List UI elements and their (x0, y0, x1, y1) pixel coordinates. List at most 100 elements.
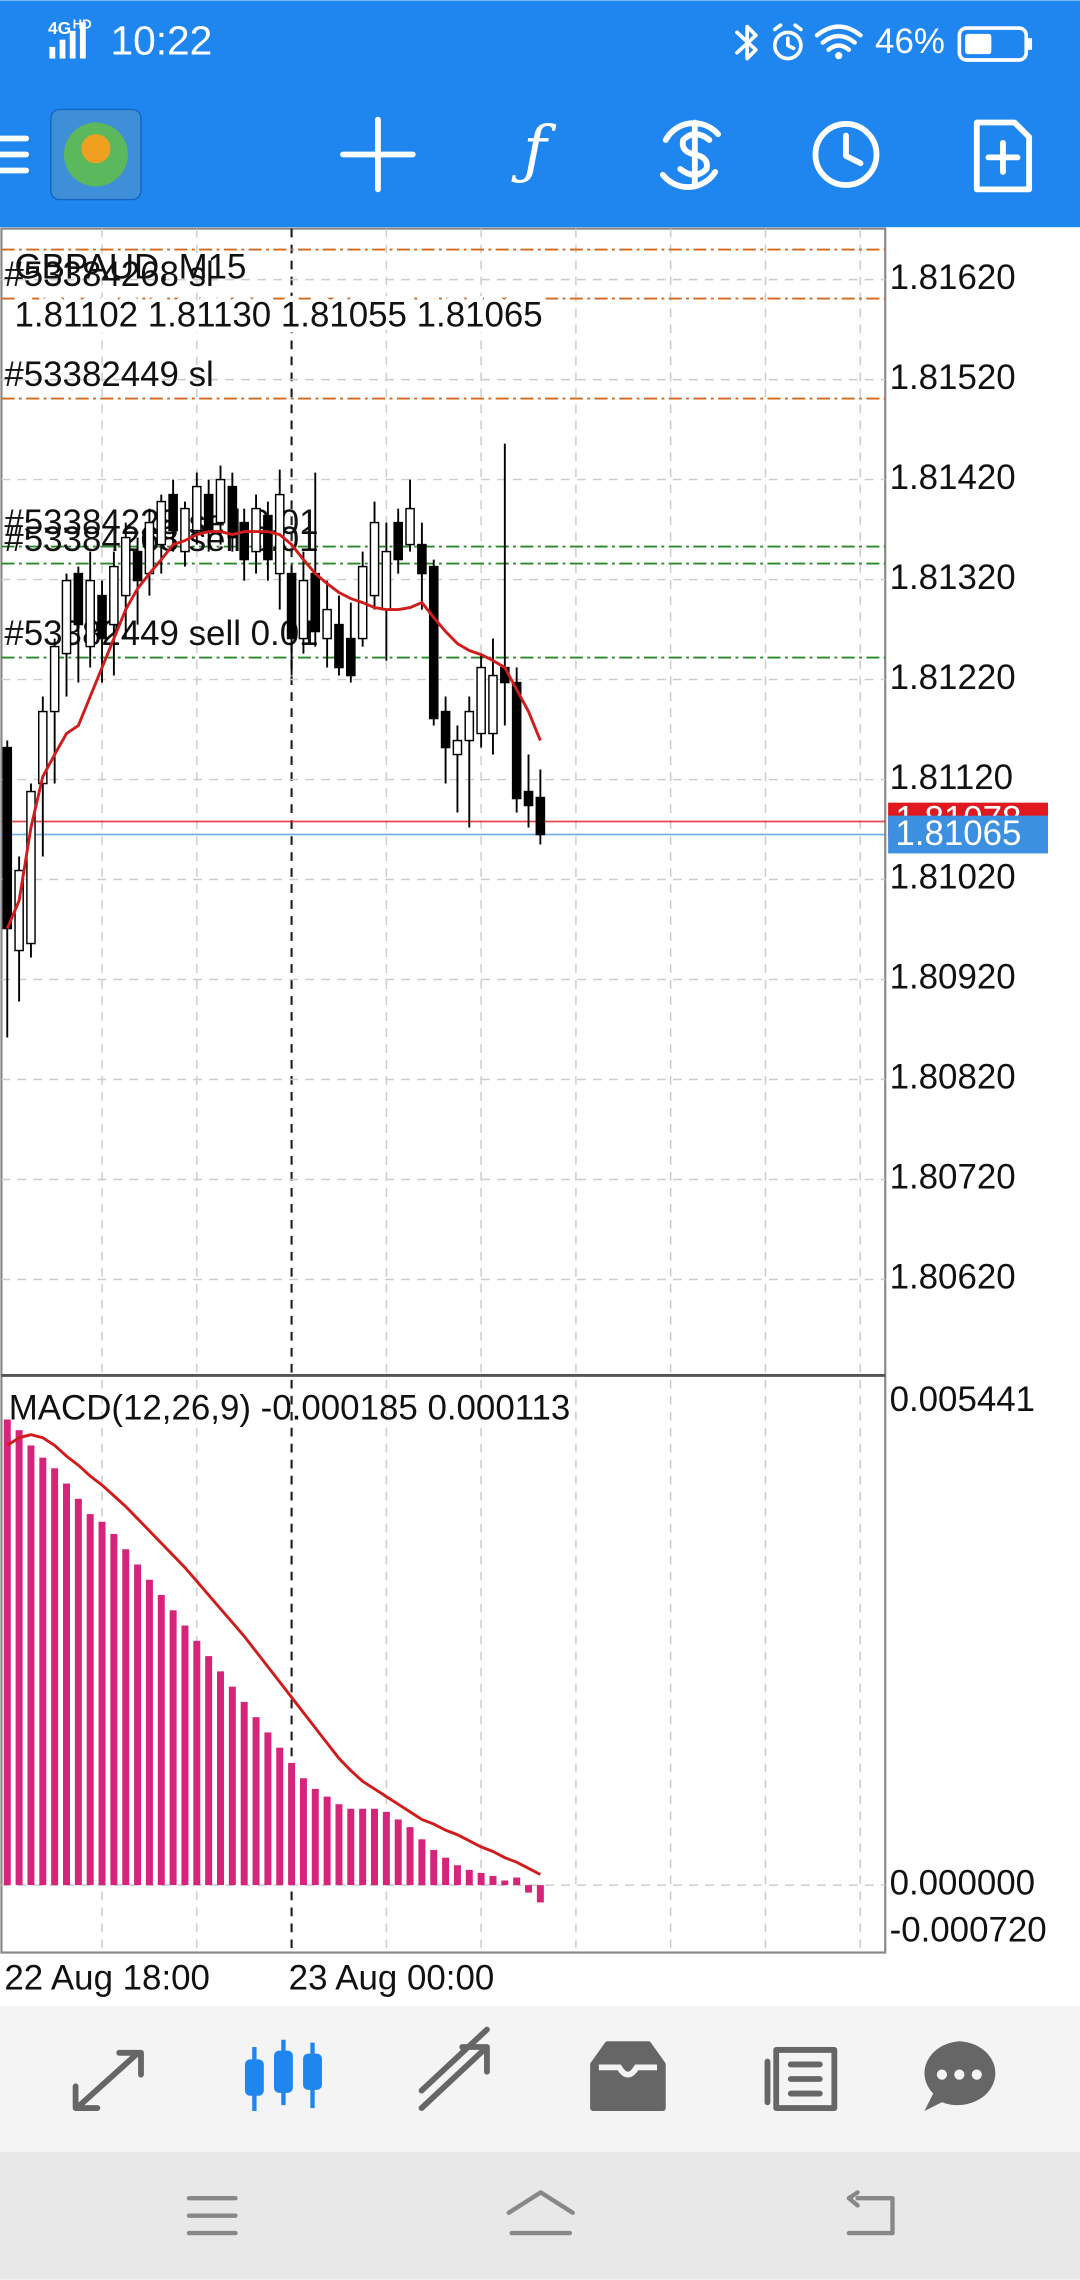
candle-body (535, 796, 546, 836)
candle-body (393, 521, 404, 561)
macd-bar (347, 1808, 355, 1886)
candle-body (26, 790, 36, 945)
header-bg (0, 0, 1080, 228)
crosshair-button[interactable] (340, 116, 416, 193)
trade-tab[interactable] (418, 2026, 490, 2111)
macd-bar (394, 1819, 402, 1886)
quotes-tab[interactable] (72, 2049, 144, 2111)
candle-body (405, 507, 415, 546)
menu-button[interactable] (0, 135, 30, 174)
clock-hands (843, 132, 864, 167)
chart-title: GBPAUD, M15 (15, 248, 247, 287)
candle-body (109, 565, 119, 626)
chat-dot (936, 2069, 947, 2080)
trade-button[interactable] (659, 119, 721, 190)
candle-body (132, 550, 143, 582)
macd-bar (299, 1778, 307, 1886)
network-type: 4G (48, 18, 71, 38)
macd-bar (134, 1564, 142, 1886)
macd-bar (264, 1732, 272, 1886)
history-tab-inner (598, 2064, 658, 2078)
macd-bar (217, 1671, 224, 1886)
candle-body (227, 485, 238, 539)
candle-body (523, 790, 534, 807)
y-tick-label: 1.80820 (890, 1058, 1016, 1097)
bottom-nav (72, 2026, 996, 2111)
chart-tab[interactable] (244, 2039, 322, 2111)
macd-bar (323, 1796, 331, 1886)
candle-body (85, 579, 95, 648)
candle-body (286, 572, 297, 640)
candle-body (381, 550, 392, 611)
candle-body (180, 507, 190, 553)
candle-body (144, 521, 155, 575)
moving-average (5, 530, 542, 930)
macd-bar (51, 1468, 59, 1886)
macd-bar (27, 1445, 35, 1886)
candle-body (251, 507, 261, 553)
macd-bar (536, 1885, 544, 1903)
macd-bar (465, 1869, 473, 1886)
candle-body (428, 565, 439, 720)
system-nav-bg (0, 2151, 1080, 2280)
candle-body (417, 543, 427, 575)
candle-body (168, 493, 178, 532)
candle-body (120, 536, 131, 597)
recents-button[interactable] (186, 2196, 238, 2236)
macd-bar (157, 1595, 165, 1886)
bid-label: 1.81065 (895, 814, 1021, 853)
macd-bar (418, 1839, 426, 1886)
candle-body (215, 478, 226, 524)
candle-body (511, 681, 522, 800)
y-tick-label: -0.000720 (890, 1910, 1047, 1949)
macd-bar (15, 1430, 23, 1886)
status-bar: 4G HD 10:22 46% (48, 17, 1033, 64)
macd-bar (442, 1857, 450, 1886)
y-tick-label: 1.80620 (890, 1258, 1016, 1297)
bluetooth-icon (735, 24, 758, 61)
signal-icon (49, 22, 86, 59)
chat-dot (971, 2069, 982, 2080)
macd-bar (169, 1610, 177, 1886)
macd-bar (525, 1885, 533, 1893)
new-order-button[interactable] (973, 119, 1033, 193)
macd-bar (513, 1877, 521, 1886)
candle-body (156, 500, 167, 546)
macd-bar (406, 1827, 414, 1886)
macd-bar (145, 1579, 153, 1886)
macd-bar (181, 1625, 189, 1886)
candle-body (49, 645, 60, 713)
period-button[interactable] (812, 121, 880, 188)
home-button[interactable] (506, 2190, 575, 2236)
back-button[interactable] (846, 2190, 895, 2236)
macd-bar (489, 1875, 497, 1886)
macd-bar (371, 1808, 378, 1886)
system-nav (186, 2190, 895, 2236)
candle-body (263, 514, 273, 561)
macd-bar (288, 1762, 296, 1886)
news-tab[interactable] (764, 2047, 838, 2111)
macd-bar (276, 1747, 284, 1886)
macd-bar (110, 1533, 118, 1886)
bottom-nav-bg (0, 2006, 1080, 2152)
charts: 22 Aug 18:00 23 Aug 00:00 1.81620 1.81520 1.… (0, 227, 1049, 1997)
alarm-icon (772, 30, 803, 61)
macd-bar (477, 1872, 485, 1886)
candle-body (192, 485, 202, 532)
y-tick-label: 1.81520 (890, 358, 1016, 397)
x-tick-label: 23 Aug 00:00 (289, 1958, 495, 1997)
candle-body (298, 579, 309, 640)
candle-body (369, 521, 380, 597)
candle-body (488, 674, 498, 735)
y-tick-label: 1.80920 (890, 958, 1016, 997)
ohlc-info: 1.81102 1.81130 1.81055 1.81065 (15, 296, 543, 335)
candle-body (464, 710, 475, 742)
bid-badge (888, 815, 1049, 854)
y-tick-label: 0.005441 (890, 1380, 1035, 1419)
y-tick-label: 1.81620 (890, 258, 1016, 297)
chat-dot (954, 2069, 965, 2080)
candle-body (203, 493, 214, 532)
macd-bar (240, 1701, 248, 1886)
